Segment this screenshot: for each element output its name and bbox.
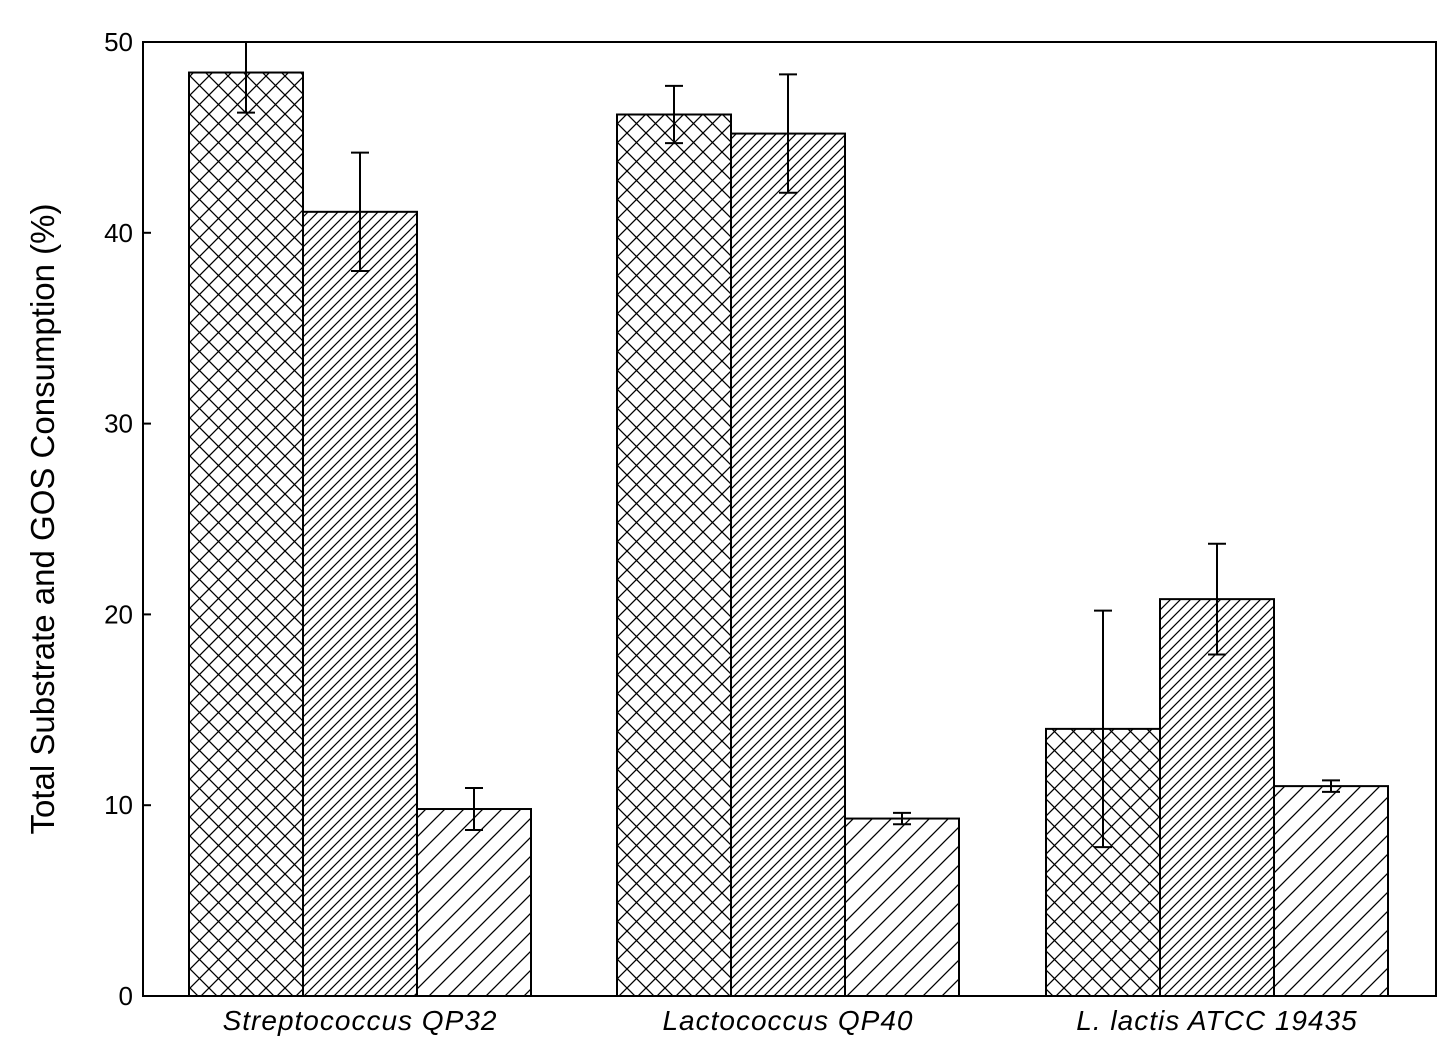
- x-category-label: Streptococcus QP32: [223, 1005, 498, 1036]
- plot-frame: [142, 41, 1437, 997]
- bar-sparse-diagonal-3: [1273, 785, 1389, 997]
- error-bar: [465, 787, 483, 832]
- error-bars-layer: [237, 42, 1340, 849]
- error-bar: [237, 42, 255, 114]
- y-axis: 0 10 20 30 40 50: [104, 27, 151, 1011]
- error-bar: [893, 811, 911, 826]
- bar-dense-diagonal-2: [730, 132, 846, 998]
- bar-dense-diagonal-1: [302, 210, 418, 997]
- y-tick-label: 50: [104, 27, 133, 57]
- x-category-label: L. lactis ATCC 19435: [1076, 1005, 1357, 1036]
- y-tick-label: 40: [104, 218, 133, 248]
- x-category-label: Lactococcus QP40: [662, 1005, 913, 1036]
- y-tick-label: 20: [104, 599, 133, 629]
- bar-crosshatch-1: [188, 71, 304, 997]
- error-bar: [1322, 779, 1340, 793]
- error-bar: [779, 73, 797, 194]
- bar-crosshatch-2: [616, 113, 732, 997]
- error-bar: [665, 84, 683, 145]
- y-axis-title: Total Substrate and GOS Consumption (%): [24, 204, 61, 835]
- y-tick-label: 10: [104, 790, 133, 820]
- error-bar: [351, 151, 369, 272]
- bar-sparse-diagonal-1: [416, 808, 532, 997]
- bars-layer: [188, 71, 1389, 998]
- error-bar: [1094, 609, 1112, 849]
- bar-dense-diagonal-3: [1159, 598, 1275, 997]
- y-tick-label: 0: [119, 981, 133, 1011]
- x-axis: Streptococcus QP32 Lactococcus QP40 L. lac…: [223, 1005, 1357, 1036]
- y-tick-label: 30: [104, 409, 133, 439]
- error-bar: [1208, 542, 1226, 656]
- bar-sparse-diagonal-2: [844, 817, 960, 998]
